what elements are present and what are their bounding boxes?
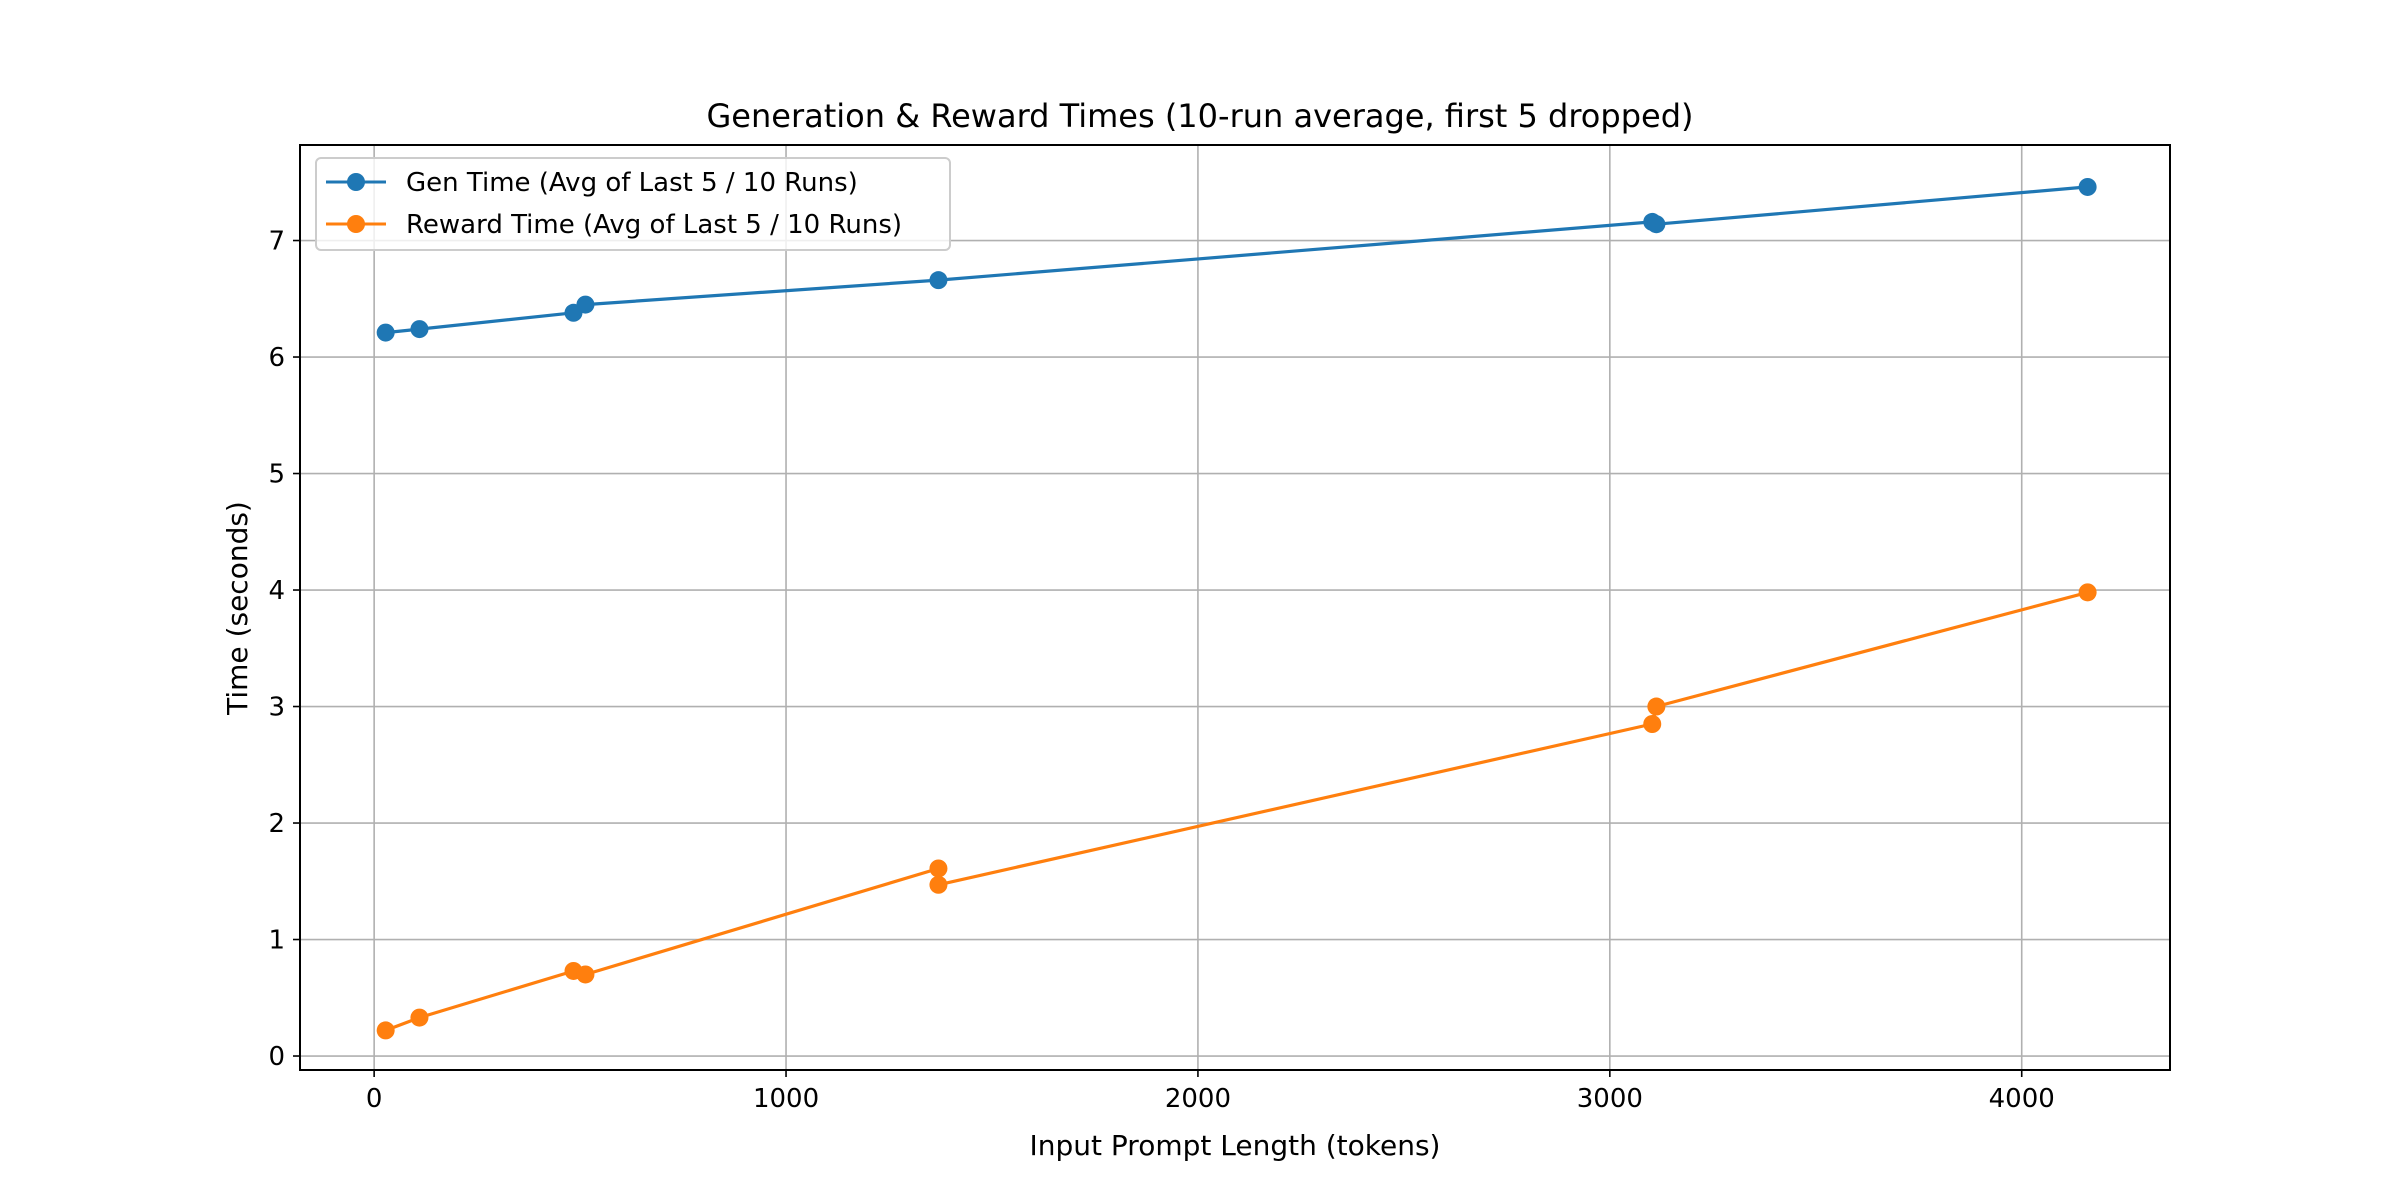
x-tick-label: 3000 — [1577, 1084, 1643, 1114]
x-tick-label: 0 — [366, 1084, 383, 1114]
data-point — [376, 1021, 395, 1040]
y-tick-label: 3 — [268, 693, 285, 723]
y-tick-label: 1 — [268, 926, 285, 956]
data-point — [576, 295, 595, 314]
y-tick-label: 0 — [268, 1042, 285, 1072]
data-point — [410, 320, 429, 339]
legend-box — [315, 157, 951, 251]
data-point — [376, 323, 395, 342]
data-point — [929, 271, 948, 290]
legend-label-gen: Gen Time (Avg of Last 5 / 10 Runs) — [406, 168, 858, 198]
y-tick-label: 6 — [268, 343, 285, 373]
data-point — [929, 875, 948, 894]
data-point — [929, 859, 948, 878]
data-point — [1643, 714, 1662, 733]
plot-frame — [299, 144, 2171, 1071]
series-1 — [376, 583, 2097, 1040]
legend: Gen Time (Avg of Last 5 / 10 Runs) Rewar… — [315, 157, 951, 251]
axis-ticks: 0 1000 2000 3000 4000 0 1 2 3 4 5 6 7 — [268, 227, 2054, 1114]
chart-title: Generation & Reward Times (10-run averag… — [707, 97, 1694, 135]
series-0 — [376, 177, 2097, 342]
plot-background — [300, 145, 2170, 1070]
y-tick-label: 4 — [268, 576, 285, 606]
data-point — [1647, 697, 1666, 716]
data-point — [1647, 215, 1666, 234]
y-tick-label: 5 — [268, 460, 285, 490]
data-point — [2078, 583, 2097, 602]
x-axis-label: Input Prompt Length (tokens) — [1030, 1129, 1441, 1162]
grid — [300, 145, 2170, 1070]
x-tick-label: 4000 — [1989, 1084, 2055, 1114]
x-tick-label: 2000 — [1165, 1084, 1231, 1114]
series-layer — [376, 177, 2097, 1040]
data-point — [410, 1008, 429, 1027]
data-point — [576, 965, 595, 984]
y-axis-label: Time (seconds) — [221, 501, 254, 716]
legend-marker-reward — [347, 215, 365, 233]
y-tick-label: 7 — [268, 227, 285, 257]
x-tick-label: 1000 — [753, 1084, 819, 1114]
y-tick-label: 2 — [268, 809, 285, 839]
data-point — [2078, 177, 2097, 196]
legend-marker-gen — [347, 173, 365, 191]
legend-label-reward: Reward Time (Avg of Last 5 / 10 Runs) — [406, 210, 902, 240]
